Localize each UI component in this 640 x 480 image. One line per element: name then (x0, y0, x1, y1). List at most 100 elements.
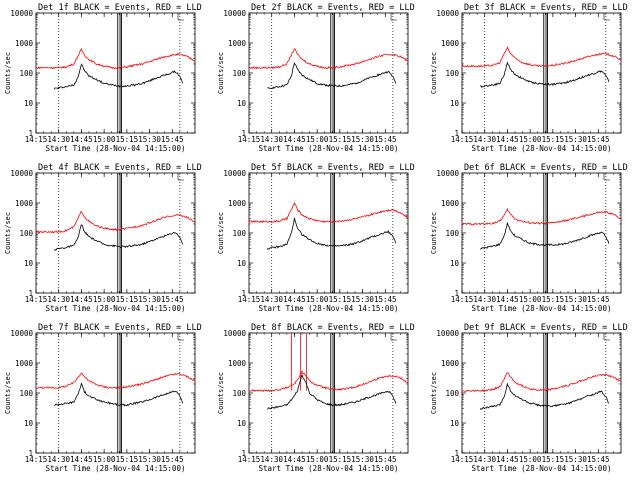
y-axis-label: Counts/sec (217, 372, 225, 414)
x-tick-label: 14:30 (473, 295, 496, 304)
events-series-line (480, 61, 610, 88)
y-tick-label: 1 (241, 449, 246, 458)
y-tick-label: 10 (24, 99, 34, 108)
chart-title: Det 4f BLACK = Events, RED = LLD (38, 163, 202, 173)
x-tick-label: 14:45 (496, 455, 519, 464)
events-series-line (54, 382, 184, 407)
chart-title: Det 3f BLACK = Events, RED = LLD (464, 3, 628, 13)
y-tick-label: 10000 (436, 169, 459, 178)
x-axis-label: Start Time (28-Nov-04 14:15:00) (46, 304, 186, 313)
x-tick-label: 15:30 (351, 295, 374, 304)
detector-panel: Det 7f BLACK = Events, RED = LLD 1 10 100 10… (0, 320, 213, 480)
events-series-line (53, 224, 184, 251)
lld-series-line (461, 372, 622, 393)
corner-marker (603, 13, 610, 21)
x-axis-label: Start Time (28-Nov-04 14:15:00) (259, 464, 399, 473)
y-tick-label: 1000 (15, 359, 34, 368)
y-tick-label: 1000 (228, 199, 247, 208)
x-tick-label: 14:45 (70, 135, 93, 144)
y-tick-label: 100 (445, 69, 459, 78)
chart-title: Det 2f BLACK = Events, RED = LLD (251, 3, 415, 13)
y-tick-label: 1 (241, 129, 246, 138)
y-tick-label: 1 (454, 449, 459, 458)
x-tick-label: 14:15 (238, 135, 261, 144)
events-series-line (267, 62, 397, 90)
y-tick-label: 100 (19, 229, 33, 238)
detector-panel: Det 5f BLACK = Events, RED = LLD 1 10 100 10… (213, 160, 426, 320)
chart-title: Det 1f BLACK = Events, RED = LLD (38, 3, 202, 13)
x-tick-label: 15:00 (93, 135, 116, 144)
corner-marker (177, 173, 184, 181)
y-tick-label: 1000 (15, 199, 34, 208)
x-tick-label: 15:45 (374, 135, 397, 144)
x-tick-label: 14:45 (70, 295, 93, 304)
x-axis-label: Start Time (28-Nov-04 14:15:00) (259, 304, 399, 313)
events-series-line (480, 222, 610, 250)
corner-marker (390, 333, 397, 341)
y-tick-label: 100 (232, 389, 246, 398)
x-axis-label: Start Time (28-Nov-04 14:15:00) (472, 144, 612, 153)
y-tick-label: 1000 (441, 199, 460, 208)
chart-svg: Det 3f BLACK = Events, RED = LLD 1 10 100 10… (430, 3, 628, 153)
y-tick-label: 100 (19, 69, 33, 78)
y-tick-label: 10000 (436, 9, 459, 18)
x-tick-label: 15:45 (161, 455, 184, 464)
x-tick-label: 15:30 (564, 135, 587, 144)
x-tick-label: 14:30 (260, 295, 283, 304)
x-tick-label: 15:30 (564, 455, 587, 464)
y-tick-label: 10 (24, 259, 34, 268)
corner-marker (390, 173, 397, 181)
x-tick-label: 14:45 (283, 295, 306, 304)
y-tick-label: 10 (237, 99, 247, 108)
x-axis-label: Start Time (28-Nov-04 14:15:00) (259, 144, 399, 153)
plot-frame (35, 172, 196, 294)
x-tick-label: 15:00 (306, 295, 329, 304)
x-tick-label: 14:30 (260, 135, 283, 144)
y-tick-label: 10 (237, 259, 247, 268)
y-tick-label: 1000 (228, 39, 247, 48)
x-tick-label: 14:15 (238, 295, 261, 304)
y-tick-label: 1 (454, 129, 459, 138)
y-axis-label: Counts/sec (430, 52, 438, 94)
y-tick-label: 1 (454, 289, 459, 298)
x-tick-label: 14:15 (451, 295, 474, 304)
x-axis-label: Start Time (28-Nov-04 14:15:00) (472, 464, 612, 473)
x-tick-label: 15:45 (587, 295, 610, 304)
x-tick-label: 15:00 (306, 135, 329, 144)
chart-svg: Det 1f BLACK = Events, RED = LLD 1 10 100 10… (4, 3, 202, 153)
chart-svg: Det 4f BLACK = Events, RED = LLD 1 10 100 10… (4, 163, 202, 313)
chart-title: Det 5f BLACK = Events, RED = LLD (251, 163, 415, 173)
corner-marker (603, 333, 610, 341)
x-axis-label: Start Time (28-Nov-04 14:15:00) (46, 144, 186, 153)
detector-panel: Det 3f BLACK = Events, RED = LLD 1 10 100 10… (426, 0, 639, 160)
detector-panel: Det 4f BLACK = Events, RED = LLD 1 10 100 10… (0, 160, 213, 320)
y-tick-label: 10000 (223, 329, 246, 338)
chart-svg: Det 8f BLACK = Events, RED = LLD 1 10 100 10… (217, 323, 415, 473)
x-tick-label: 15:00 (93, 455, 116, 464)
lld-series-line (461, 46, 622, 68)
y-axis-label: Counts/sec (4, 372, 12, 414)
y-tick-label: 1 (28, 289, 33, 298)
lld-series-line (35, 210, 196, 234)
x-tick-label: 15:45 (374, 455, 397, 464)
x-tick-label: 14:15 (238, 455, 261, 464)
corner-marker (603, 173, 610, 181)
x-tick-label: 14:45 (496, 135, 519, 144)
x-tick-label: 15:45 (161, 135, 184, 144)
x-tick-label: 15:15 (116, 455, 139, 464)
y-tick-label: 1000 (441, 359, 460, 368)
x-axis-label: Start Time (28-Nov-04 14:15:00) (46, 464, 186, 473)
x-tick-label: 15:00 (519, 455, 542, 464)
lld-series-line (461, 207, 622, 226)
x-tick-label: 15:30 (351, 135, 374, 144)
x-tick-label: 15:00 (519, 295, 542, 304)
x-tick-label: 14:45 (496, 295, 519, 304)
detector-panel: Det 2f BLACK = Events, RED = LLD 1 10 100 10… (213, 0, 426, 160)
lld-series-line (35, 372, 196, 390)
y-tick-label: 10000 (436, 329, 459, 338)
y-tick-label: 10000 (10, 9, 33, 18)
y-axis-label: Counts/sec (4, 52, 12, 94)
y-tick-label: 1000 (228, 359, 247, 368)
y-axis-label: Counts/sec (4, 212, 12, 254)
